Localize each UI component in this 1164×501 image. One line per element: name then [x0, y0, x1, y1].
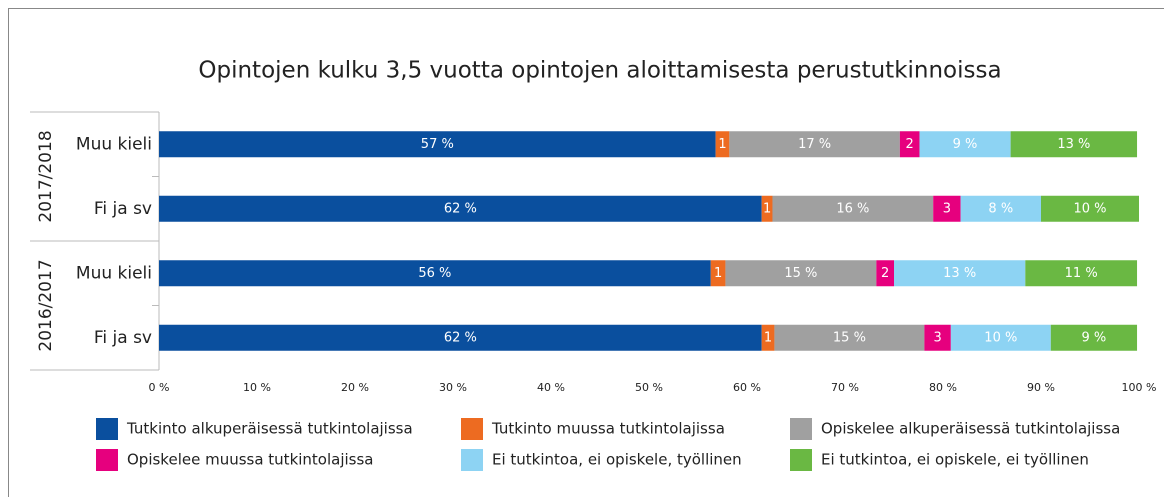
data-label: 9 % [1082, 330, 1107, 345]
x-tick-label: 20 % [341, 381, 369, 394]
legend-label: Ei tutkintoa, ei opiskele, työllinen [492, 451, 742, 469]
data-label: 11 % [1065, 266, 1098, 281]
y-tick-label: Fi ja sv [94, 199, 152, 219]
data-label: 10 % [1073, 201, 1106, 216]
data-label: 62 % [444, 201, 477, 216]
data-label: 15 % [833, 330, 866, 345]
x-tick-label: 10 % [243, 381, 271, 394]
legend-swatch [790, 418, 812, 440]
group-label: 2017/2018 [36, 130, 56, 222]
y-tick-label: Fi ja sv [94, 328, 152, 348]
data-label: 17 % [798, 137, 831, 152]
data-label: 8 % [988, 201, 1013, 216]
data-label: 1 [763, 201, 771, 216]
data-label: 2 [906, 137, 914, 152]
data-label: 15 % [784, 266, 817, 281]
group-label: 2016/2017 [36, 259, 56, 351]
data-label: 56 % [418, 266, 451, 281]
x-tick-label: 60 % [733, 381, 761, 394]
data-label: 3 [933, 330, 941, 345]
legend-label: Tutkinto muussa tutkintolajissa [491, 420, 725, 438]
data-label: 1 [718, 137, 726, 152]
x-tick-label: 40 % [537, 381, 565, 394]
data-label: 2 [881, 266, 889, 281]
data-label: 10 % [984, 330, 1017, 345]
data-label: 13 % [943, 266, 976, 281]
legend-swatch [96, 418, 118, 440]
legend-label: Opiskelee muussa tutkintolajissa [127, 451, 374, 469]
data-label: 9 % [953, 137, 978, 152]
data-label: 1 [764, 330, 772, 345]
x-tick-label: 30 % [439, 381, 467, 394]
x-tick-label: 70 % [831, 381, 859, 394]
legend-label: Opiskelee alkuperäisessä tutkintolajissa [821, 420, 1120, 438]
data-label: 16 % [836, 201, 869, 216]
data-label: 62 % [444, 330, 477, 345]
x-tick-label: 100 % [1122, 381, 1157, 394]
legend-label: Tutkinto alkuperäisessä tutkintolajissa [126, 420, 413, 438]
legend-label: Ei tutkintoa, ei opiskele, ei työllinen [821, 451, 1089, 469]
data-label: 1 [714, 266, 722, 281]
data-label: 13 % [1057, 137, 1090, 152]
legend-swatch [96, 449, 118, 471]
legend-swatch [461, 449, 483, 471]
data-label: 3 [943, 201, 951, 216]
data-label: 57 % [421, 137, 454, 152]
chart-title: Opintojen kulku 3,5 vuotta opintojen alo… [198, 58, 1001, 84]
x-tick-label: 50 % [635, 381, 663, 394]
x-tick-label: 80 % [929, 381, 957, 394]
legend-swatch [461, 418, 483, 440]
legend-swatch [790, 449, 812, 471]
y-tick-label: Muu kieli [76, 134, 152, 154]
y-tick-label: Muu kieli [76, 263, 152, 283]
x-tick-label: 90 % [1027, 381, 1055, 394]
x-tick-label: 0 % [149, 381, 170, 394]
